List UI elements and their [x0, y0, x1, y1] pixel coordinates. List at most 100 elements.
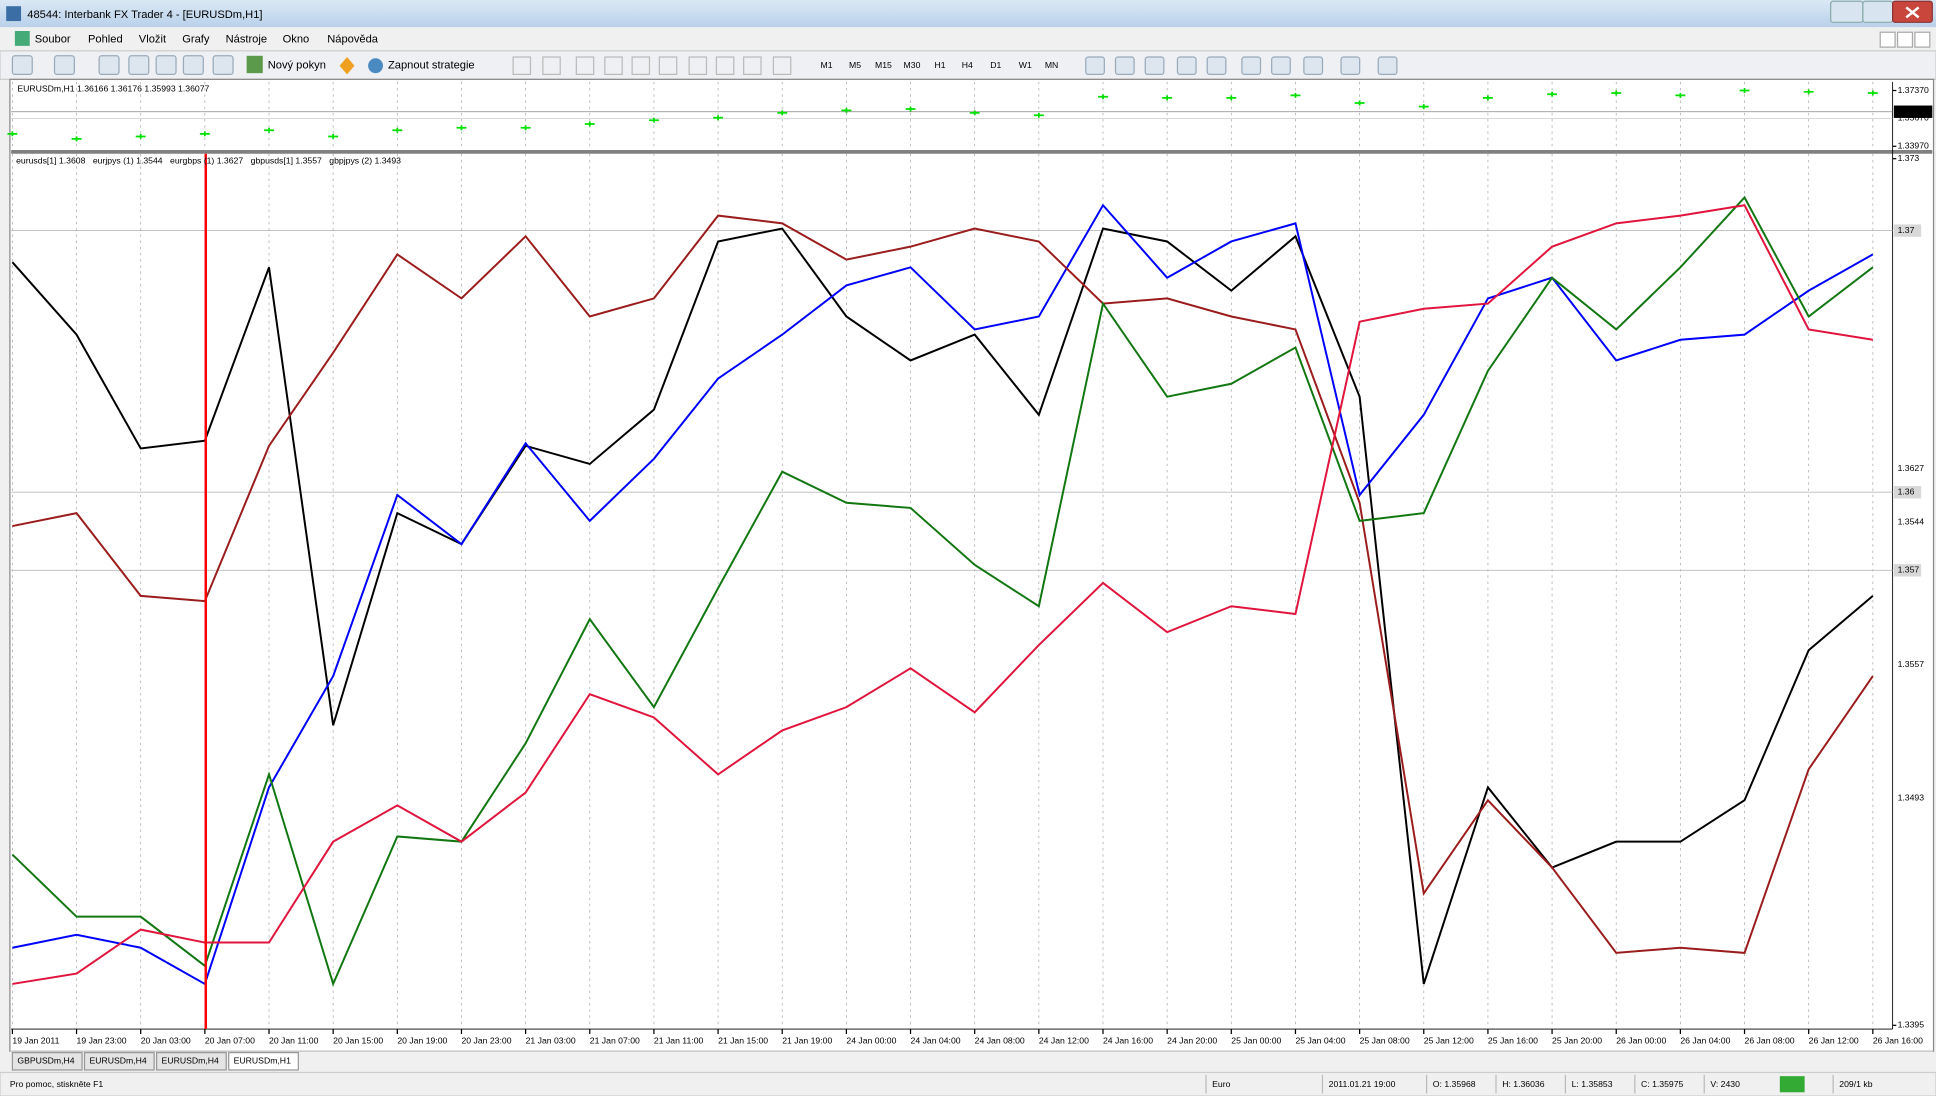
- draw-tool[interactable]: [604, 56, 623, 76]
- timeframe-button[interactable]: W1: [1019, 60, 1032, 70]
- price-tick: [1418, 104, 1429, 110]
- tool-button[interactable]: [182, 55, 204, 76]
- window-controls[interactable]: [1830, 0, 1933, 23]
- chart-tab-label[interactable]: EURUSDm,H4: [89, 1056, 146, 1066]
- price-tick: [1547, 91, 1558, 97]
- chart-tool[interactable]: [1340, 56, 1361, 76]
- status-field: Pro pomoc, stiskněte F1: [10, 1079, 104, 1089]
- price-tick: [1803, 89, 1814, 95]
- x-tick-label: 20 Jan 19:00: [397, 1036, 447, 1046]
- timeframe-button[interactable]: MN: [1045, 60, 1058, 70]
- timeframe-button[interactable]: M5: [849, 60, 861, 70]
- draw-tool[interactable]: [542, 56, 561, 76]
- chart-tab[interactable]: [155, 1051, 227, 1071]
- price-tick: [905, 106, 916, 112]
- menu-item[interactable]: Nápověda: [327, 34, 379, 46]
- y-tick-label: 1.373: [1898, 153, 1920, 163]
- timeframe-button[interactable]: M15: [875, 60, 892, 70]
- chart-tool[interactable]: [1206, 56, 1227, 76]
- x-tick-label: 26 Jan 12:00: [1809, 1036, 1859, 1046]
- price-tick: [648, 117, 659, 123]
- x-tick-label: 19 Jan 23:00: [77, 1036, 127, 1046]
- strategy-icon[interactable]: [368, 58, 383, 74]
- series-line: [11, 227, 1874, 985]
- draw-tool[interactable]: [512, 56, 532, 76]
- new-order-button[interactable]: Nový pokyn: [268, 60, 326, 72]
- new-order-icon[interactable]: [246, 55, 263, 74]
- chart-tool[interactable]: [1144, 56, 1165, 76]
- menu-item[interactable]: Okno: [283, 34, 310, 46]
- tool-button[interactable]: [11, 55, 33, 76]
- chart-tab[interactable]: [83, 1051, 155, 1071]
- draw-tool[interactable]: [715, 56, 735, 76]
- status-field: V: 2430: [1710, 1079, 1740, 1089]
- draw-tool[interactable]: [658, 56, 678, 76]
- chart-tab[interactable]: [11, 1051, 83, 1071]
- x-tick-label: 21 Jan 19:00: [782, 1036, 832, 1046]
- price-tick: [135, 133, 146, 139]
- x-tick-label: 26 Jan 00:00: [1616, 1036, 1666, 1046]
- timeframe-button[interactable]: H4: [962, 60, 973, 70]
- draw-tool[interactable]: [631, 56, 651, 76]
- price-tick: [1098, 94, 1108, 100]
- x-tick-label: 26 Jan 04:00: [1680, 1036, 1730, 1046]
- chart-tab-label[interactable]: EURUSDm,H1: [234, 1056, 291, 1066]
- mdi-controls[interactable]: [1879, 31, 1931, 48]
- chart-window: [9, 78, 1935, 1052]
- price-tick: [71, 136, 82, 142]
- menu-item[interactable]: Pohled: [88, 34, 123, 46]
- x-tick-label: 24 Jan 04:00: [911, 1036, 961, 1046]
- marker-box: [1893, 486, 1922, 499]
- timeframe-button[interactable]: D1: [990, 60, 1001, 70]
- status-field: O: 1.35968: [1433, 1079, 1476, 1089]
- chart-tab-label[interactable]: GBPUSDm,H4: [17, 1056, 74, 1066]
- chart-info: EURUSDm,H1 1.36166 1.36176 1.35993 1.360…: [17, 84, 209, 94]
- x-tick-label: 25 Jan 16:00: [1488, 1036, 1538, 1046]
- alert-icon[interactable]: [339, 57, 355, 75]
- connection-indicator: [1779, 1076, 1805, 1093]
- x-tick-label: 24 Jan 20:00: [1167, 1036, 1217, 1046]
- menu-item[interactable]: Grafy: [182, 34, 210, 46]
- price-tick: [520, 125, 531, 131]
- x-tick-label: 25 Jan 00:00: [1231, 1036, 1281, 1046]
- strategies-button[interactable]: Zapnout strategie: [388, 60, 475, 72]
- draw-tool[interactable]: [743, 56, 762, 76]
- timeframe-button[interactable]: M30: [904, 60, 921, 70]
- x-tick-label: 20 Jan 23:00: [461, 1036, 511, 1046]
- x-tick-label: 25 Jan 08:00: [1360, 1036, 1410, 1046]
- timeframe-button[interactable]: M1: [821, 60, 833, 70]
- chart-tool[interactable]: [1303, 56, 1324, 76]
- chart-tab-label[interactable]: EURUSDm,H4: [162, 1056, 219, 1066]
- chart-tool[interactable]: [1271, 56, 1291, 76]
- series-line: [12, 203, 1874, 986]
- chart-tool[interactable]: [1176, 56, 1197, 76]
- draw-tool[interactable]: [575, 56, 595, 76]
- menu-item[interactable]: Soubor: [35, 34, 71, 46]
- chart-tool[interactable]: [1114, 56, 1135, 76]
- tool-button[interactable]: [53, 55, 75, 76]
- chart-tool[interactable]: [1377, 56, 1398, 76]
- tool-button[interactable]: [128, 55, 150, 76]
- chart-tool[interactable]: [1241, 56, 1262, 76]
- draw-tool[interactable]: [772, 56, 792, 76]
- price-tick: [713, 115, 724, 121]
- draw-tool[interactable]: [688, 56, 708, 76]
- chart-tab[interactable]: [228, 1051, 299, 1071]
- tool-button[interactable]: [212, 55, 234, 76]
- tool-button[interactable]: [98, 55, 120, 76]
- price-tick: [264, 127, 274, 133]
- tool-button[interactable]: [155, 55, 177, 76]
- price-tick: [199, 131, 210, 137]
- chart-tool[interactable]: [1085, 56, 1105, 76]
- price-tick: [1162, 95, 1173, 101]
- x-tick-label: 24 Jan 08:00: [975, 1036, 1025, 1046]
- menu-item[interactable]: Vložit: [139, 34, 167, 46]
- price-tick: [392, 127, 403, 133]
- menu-item[interactable]: Nástroje: [226, 34, 267, 46]
- status-field: Euro: [1212, 1079, 1230, 1089]
- legend-entry: gbpjpys (2) 1.3493: [329, 155, 401, 165]
- price-tick: [1354, 100, 1365, 106]
- timeframe-button[interactable]: H1: [935, 60, 946, 70]
- price-marker: 1.36077: [1898, 106, 1929, 116]
- x-tick-label: 26 Jan 16:00: [1873, 1036, 1923, 1046]
